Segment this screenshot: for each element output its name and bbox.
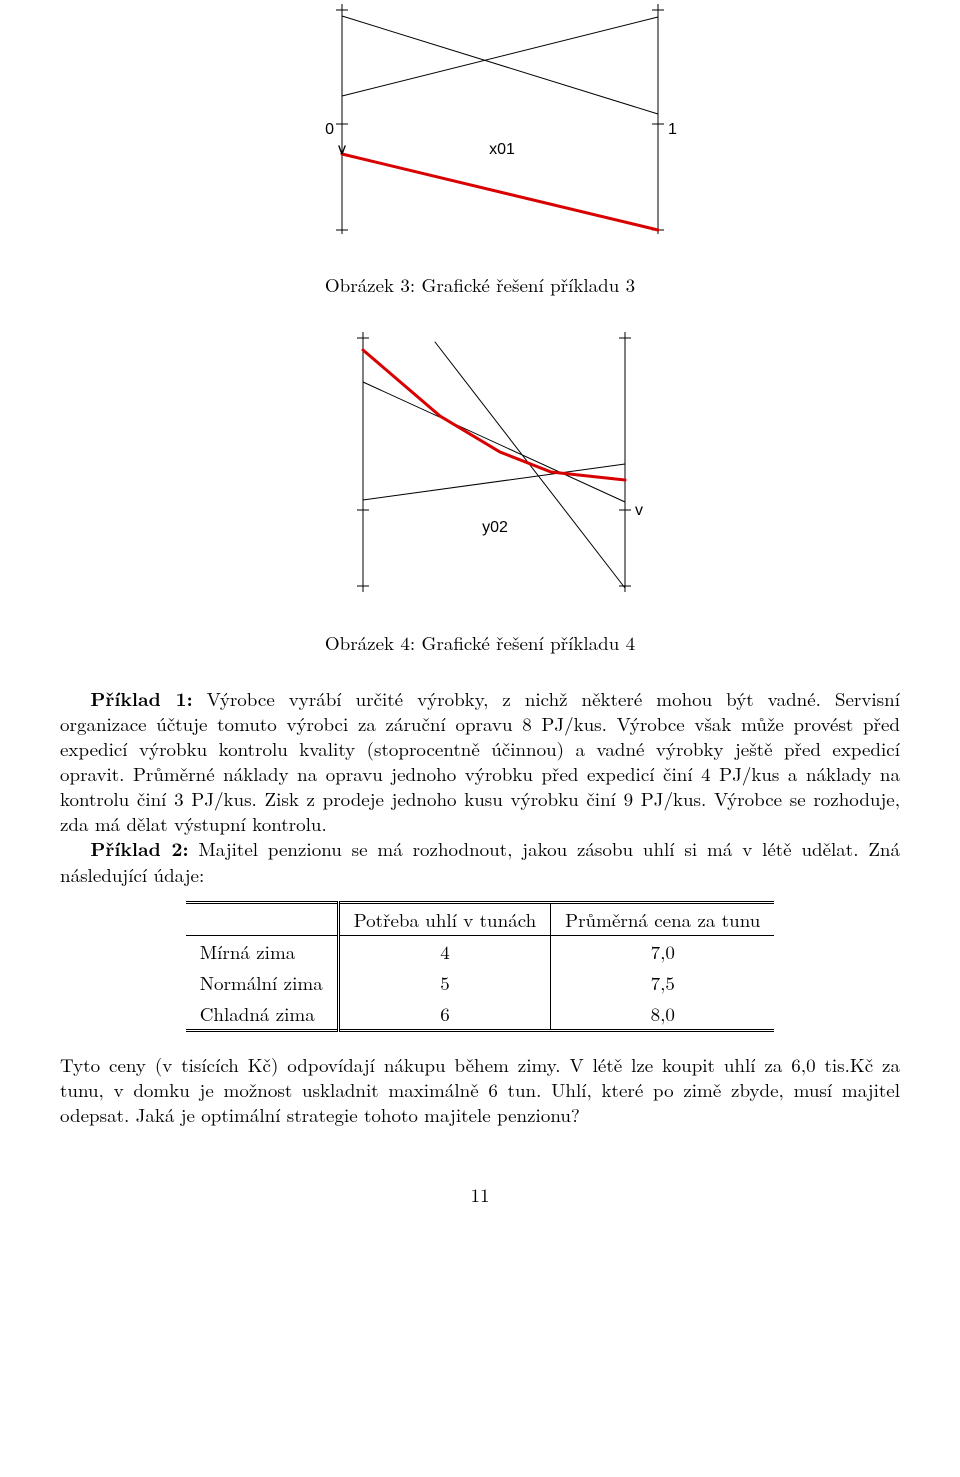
table-cell: 6 xyxy=(338,998,550,1031)
svg-text:0: 0 xyxy=(325,121,334,138)
chart-3: 0 1 v x01 xyxy=(280,0,680,240)
figure-3-caption: Obrázek 3: Grafické řešení příkladu 3 xyxy=(60,271,900,298)
table-cell: 7,0 xyxy=(551,935,775,967)
svg-text:1: 1 xyxy=(668,121,677,138)
table-cell: Mírná zima xyxy=(186,935,339,967)
paragraph-priklad-2: Příklad 2: Majitel penzionu se má rozhod… xyxy=(60,836,900,886)
priklad-1-label: Příklad 1: xyxy=(90,684,192,712)
figure-4: v y02 Obrázek 4: Grafické řešení příkladu… xyxy=(60,328,900,656)
paragraph-priklad-1: Příklad 1: Výrobce vyrábí určité výrobky… xyxy=(60,686,900,836)
priklad-2-label: Příklad 2: xyxy=(90,834,188,862)
table-cell: 7,5 xyxy=(551,967,775,998)
table-cell: 4 xyxy=(338,935,550,967)
page-number: 11 xyxy=(60,1181,900,1208)
table-cell: Chladná zima xyxy=(186,998,339,1031)
table-header-cell: Průměrná cena za tunu xyxy=(551,902,775,935)
table-header-cell xyxy=(186,902,339,935)
figure-3: 0 1 v x01 Obrázek 3: Grafické řešení příkla… xyxy=(60,0,900,298)
svg-text:x01: x01 xyxy=(489,141,515,158)
table-header-cell: Potřeba uhlí v tunách xyxy=(338,902,550,935)
table-cell: Normální zima xyxy=(186,967,339,998)
svg-text:y02: y02 xyxy=(482,519,508,536)
paragraph-after-table: Tyto ceny (v tisících Kč) odpovídají nák… xyxy=(60,1052,900,1127)
table-cell: 5 xyxy=(338,967,550,998)
figure-4-caption: Obrázek 4: Grafické řešení příkladu 4 xyxy=(60,629,900,656)
coal-table: Potřeba uhlí v tunáchPrůměrná cena za tu… xyxy=(60,901,900,1032)
svg-text:v: v xyxy=(635,502,643,519)
table-cell: 8,0 xyxy=(551,998,775,1031)
svg-text:v: v xyxy=(338,141,346,158)
chart-4: v y02 xyxy=(315,328,645,598)
